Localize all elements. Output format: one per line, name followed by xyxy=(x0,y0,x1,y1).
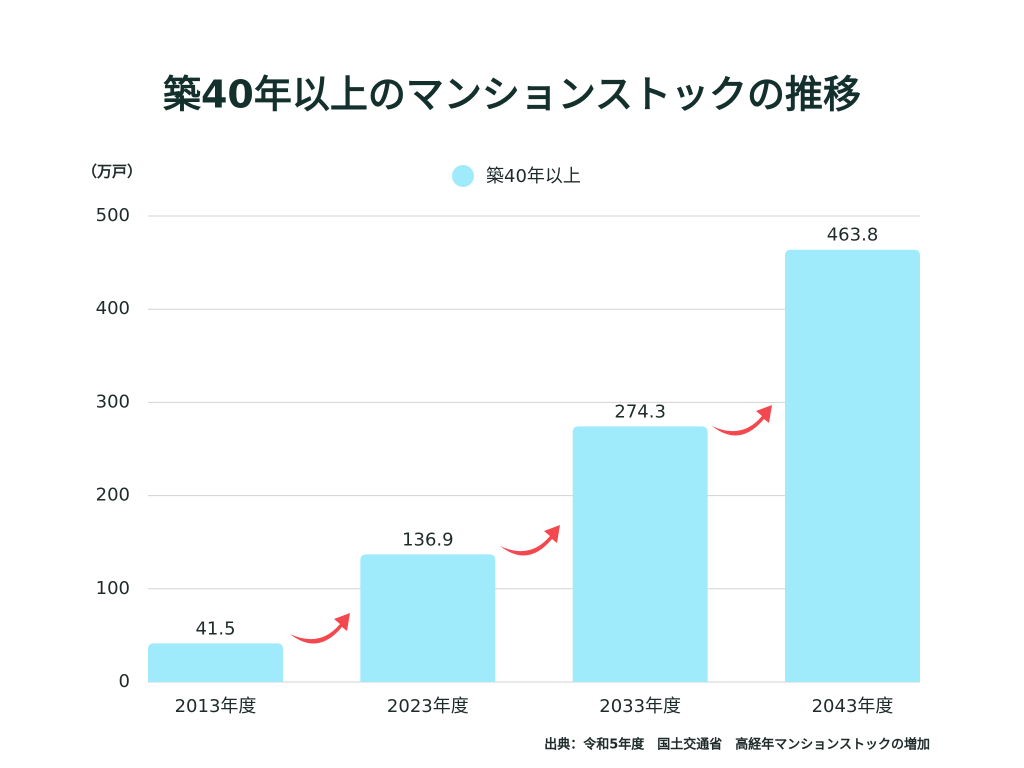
y-tick-label: 400 xyxy=(96,298,130,319)
y-tick-label: 500 xyxy=(96,205,130,226)
arrow xyxy=(500,525,560,556)
y-unit: （万戸） xyxy=(82,163,142,181)
source: 出典：令和5年度 国土交通省 高経年マンションストックの増加 xyxy=(544,737,930,753)
x-tick-label: 2043年度 xyxy=(812,696,894,717)
bar xyxy=(785,249,920,682)
x-tick-label: 2023年度 xyxy=(387,696,469,717)
y-tick-label: 300 xyxy=(96,391,130,412)
bar xyxy=(572,426,708,682)
legend-label: 築40年以上 xyxy=(486,166,581,187)
value-label: 136.9 xyxy=(402,529,454,550)
arrow xyxy=(712,405,772,436)
y-tick-label: 200 xyxy=(96,485,130,506)
legend-swatch xyxy=(452,165,474,187)
arrow xyxy=(290,613,350,644)
value-label: 41.5 xyxy=(195,618,235,639)
bar xyxy=(360,554,496,682)
bar xyxy=(148,643,283,682)
y-tick-label: 100 xyxy=(96,578,130,599)
value-label: 274.3 xyxy=(614,401,666,422)
y-tick-label: 0 xyxy=(119,671,130,692)
x-tick-label: 2033年度 xyxy=(599,696,681,717)
chart-title: 築40年以上のマンションストックの推移 xyxy=(163,73,861,117)
x-tick-label: 2013年度 xyxy=(175,696,257,717)
arrows xyxy=(290,405,772,644)
value-label: 463.8 xyxy=(827,225,879,246)
